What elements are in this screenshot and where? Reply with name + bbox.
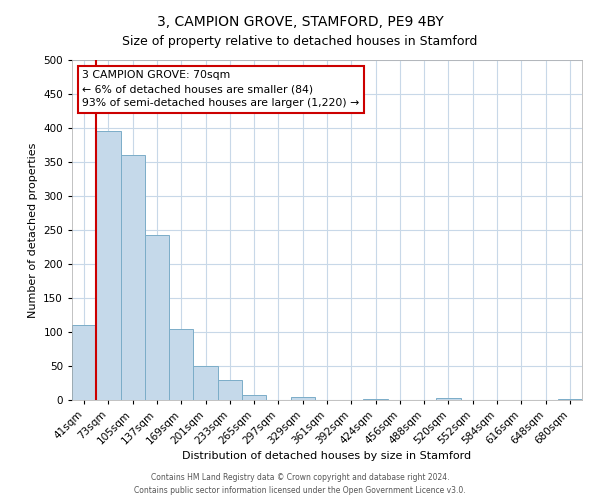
Bar	[242, 394, 266, 400]
Bar	[169, 328, 193, 400]
Text: Size of property relative to detached houses in Stamford: Size of property relative to detached ho…	[122, 35, 478, 48]
Text: 3 CAMPION GROVE: 70sqm
← 6% of detached houses are smaller (84)
93% of semi-deta: 3 CAMPION GROVE: 70sqm ← 6% of detached …	[82, 70, 359, 108]
Y-axis label: Number of detached properties: Number of detached properties	[28, 142, 38, 318]
Bar	[72, 325, 96, 400]
X-axis label: Distribution of detached houses by size in Stamford: Distribution of detached houses by size …	[182, 452, 472, 462]
Bar	[121, 155, 145, 400]
Bar	[558, 398, 582, 400]
Bar	[145, 235, 169, 400]
Bar	[436, 398, 461, 400]
Text: Contains HM Land Registry data © Crown copyright and database right 2024.
Contai: Contains HM Land Registry data © Crown c…	[134, 474, 466, 495]
Bar	[96, 132, 121, 400]
Bar	[290, 396, 315, 400]
Text: 3, CAMPION GROVE, STAMFORD, PE9 4BY: 3, CAMPION GROVE, STAMFORD, PE9 4BY	[157, 15, 443, 29]
Bar	[193, 366, 218, 400]
Bar	[218, 380, 242, 400]
Bar	[364, 398, 388, 400]
